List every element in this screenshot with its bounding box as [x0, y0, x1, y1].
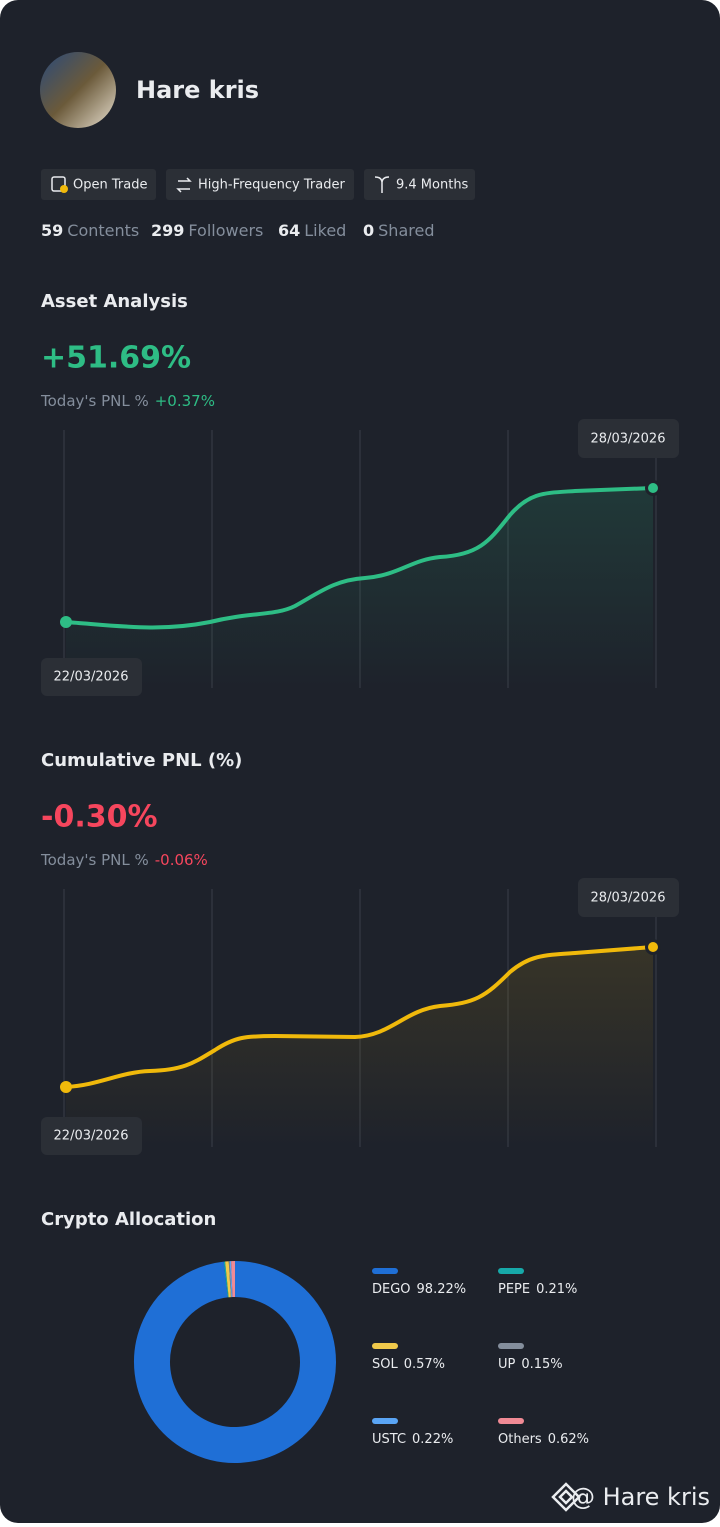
- legend-value: 0.21%: [536, 1282, 577, 1297]
- legend-name: Others: [498, 1432, 542, 1447]
- end-point: [648, 942, 658, 952]
- start-date: 22/03/2026: [54, 670, 129, 685]
- legend-name: UP: [498, 1357, 516, 1372]
- legend-swatch: [372, 1418, 398, 1424]
- legend-swatch: [498, 1418, 524, 1424]
- badge-text: 9.4 Months: [396, 178, 469, 193]
- stat-value: 59: [41, 221, 63, 240]
- badge-text: Open Trade: [73, 178, 147, 193]
- legend-entry: SOL 0.57%: [372, 1357, 445, 1372]
- legend-name: USTC: [372, 1432, 406, 1447]
- legend-value: 0.22%: [412, 1432, 453, 1447]
- start-point: [60, 616, 72, 628]
- badge-text: High-Frequency Trader: [198, 178, 345, 193]
- badge-icon: [60, 185, 68, 193]
- end-point: [648, 483, 658, 493]
- legend-entry: PEPE 0.21%: [498, 1282, 577, 1297]
- end-date: 28/03/2026: [591, 432, 666, 447]
- today-value: -0.06%: [155, 851, 208, 869]
- legend-value: 0.57%: [404, 1357, 445, 1372]
- legend-name: SOL: [372, 1357, 398, 1372]
- watermark: @ Hare kris: [571, 1483, 710, 1511]
- legend-name: PEPE: [498, 1282, 530, 1297]
- legend-swatch: [372, 1268, 398, 1274]
- stat-value: 64: [278, 221, 300, 240]
- stat-label: Followers: [188, 221, 263, 240]
- stat-label: Shared: [378, 221, 434, 240]
- legend-value: 0.15%: [521, 1357, 562, 1372]
- section-title: Crypto Allocation: [41, 1209, 216, 1230]
- avatar[interactable]: [40, 52, 116, 128]
- headline-value: +51.69%: [41, 341, 191, 376]
- legend-entry: UP 0.15%: [498, 1357, 563, 1372]
- legend-name: DEGO: [372, 1282, 411, 1297]
- start-point: [60, 1081, 72, 1093]
- today-pnl: Today's PNL % -0.06%: [40, 851, 208, 869]
- legend-swatch: [372, 1343, 398, 1349]
- today-value: +0.37%: [155, 392, 215, 410]
- user-name: Hare kris: [136, 76, 259, 104]
- legend-swatch: [498, 1343, 524, 1349]
- legend-entry: DEGO 98.22%: [372, 1282, 466, 1297]
- today-label: Today's PNL %: [40, 392, 149, 410]
- section-title: Cumulative PNL (%): [41, 750, 242, 771]
- headline-value: -0.30%: [41, 800, 158, 835]
- legend-value: 0.62%: [548, 1432, 589, 1447]
- section-title: Asset Analysis: [41, 291, 188, 312]
- today-label: Today's PNL %: [40, 851, 149, 869]
- legend-entry: USTC 0.22%: [372, 1432, 453, 1447]
- legend-swatch: [498, 1268, 524, 1274]
- stat-value: 0: [363, 221, 374, 240]
- today-pnl: Today's PNL % +0.37%: [40, 392, 215, 410]
- stat-value: 299: [151, 221, 184, 240]
- stat-label: Liked: [304, 221, 346, 240]
- stat-label: Contents: [67, 221, 139, 240]
- end-date: 28/03/2026: [591, 891, 666, 906]
- legend-value: 98.22%: [417, 1282, 467, 1297]
- start-date: 22/03/2026: [54, 1129, 129, 1144]
